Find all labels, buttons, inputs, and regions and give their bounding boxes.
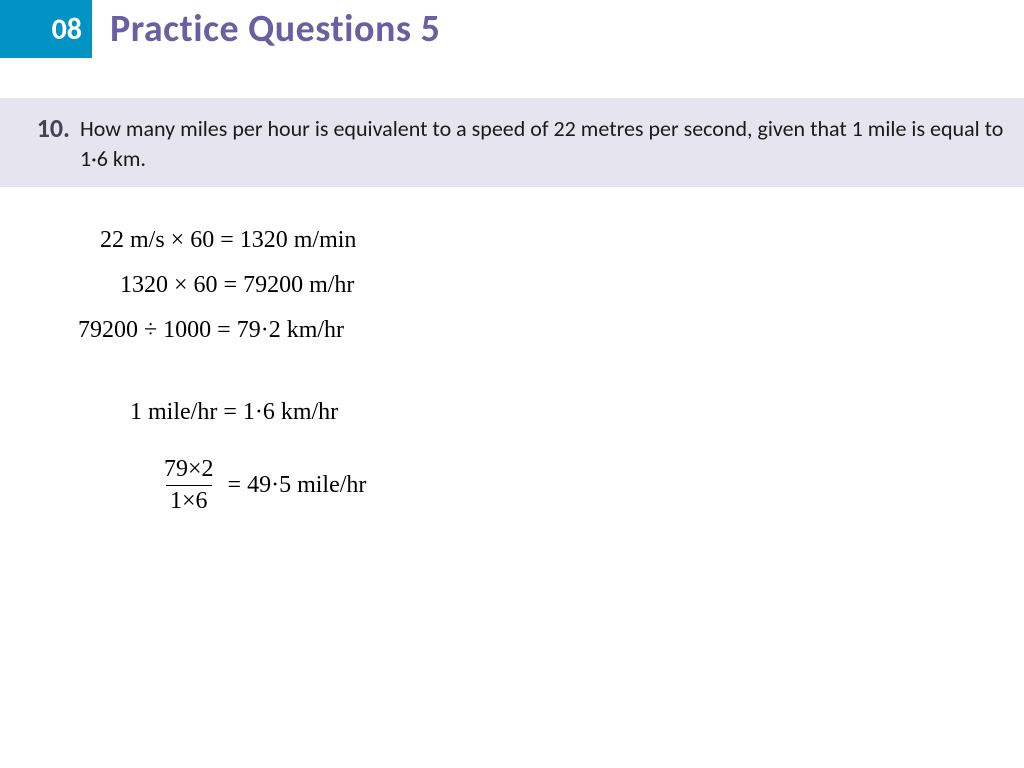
fraction-denominator: 1×6 — [166, 485, 212, 515]
solution-step-1: 22 m/s × 60 = 1320 m/min — [100, 227, 1024, 254]
fraction-result: = 49·5 mile/hr — [224, 472, 367, 499]
fraction: 79×2 1×6 — [160, 456, 218, 515]
question-number: 10. — [20, 112, 80, 144]
final-calculation: 79×2 1×6 = 49·5 mile/hr — [100, 456, 1024, 515]
chapter-badge: 08 — [0, 0, 92, 58]
chapter-number: 08 — [52, 11, 82, 48]
fraction-numerator: 79×2 — [160, 456, 218, 485]
solution-step-2: 1320 × 60 = 79200 m/hr — [100, 272, 1024, 299]
solution-step-3: 79200 ÷ 1000 = 79·2 km/hr — [78, 317, 1024, 344]
page-title: Practice Questions 5 — [92, 6, 440, 52]
question-text: How many miles per hour is equivalent to… — [80, 112, 1004, 173]
slide-header: 08 Practice Questions 5 — [0, 0, 1024, 58]
conversion-note: 1 mile/hr = 1·6 km/hr — [100, 399, 1024, 426]
solution-area: 22 m/s × 60 = 1320 m/min 1320 × 60 = 792… — [0, 187, 1024, 515]
question-bar: 10. How many miles per hour is equivalen… — [0, 98, 1024, 187]
